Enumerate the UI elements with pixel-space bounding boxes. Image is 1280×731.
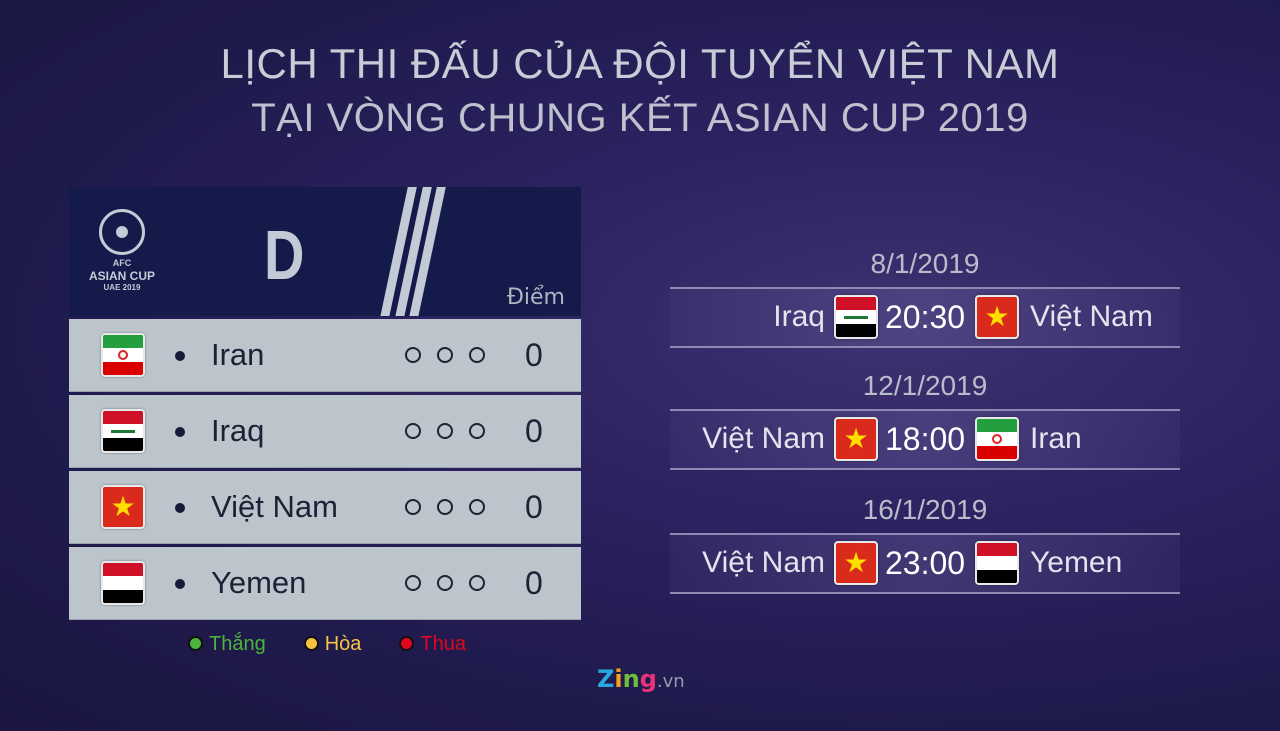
logo-suffix: .vn (656, 671, 685, 692)
vietnam-flag-icon: ★ (975, 295, 1019, 339)
team-points: 0 (525, 413, 543, 449)
kickoff-time: 18:00 (885, 421, 966, 457)
group-letter: D (264, 216, 305, 294)
result-circle-icon (469, 575, 485, 591)
legend-label: Thắng (209, 633, 266, 655)
result-circle-icon (469, 347, 485, 363)
iraq-flag-icon (101, 409, 145, 453)
logo-text: ASIAN CUP (88, 269, 155, 283)
team-name: Việt Nam (211, 489, 338, 524)
legend: Thắng Hòa Thua (188, 633, 466, 656)
afc-asian-cup-logo: AFC ASIAN CUP UAE 2019 (82, 209, 162, 293)
result-circle-icon (405, 347, 421, 363)
match-date: 8/1/2019 (870, 248, 980, 279)
team-name: Iran (211, 337, 265, 372)
logo-text: UAE 2019 (103, 283, 141, 292)
result-circle-icon (469, 423, 485, 439)
away-team: Yemen (1030, 546, 1123, 579)
logo-text: AFC (112, 258, 132, 268)
title-line-2: TẠI VÒNG CHUNG KẾT ASIAN CUP 2019 (251, 96, 1029, 140)
yemen-flag-icon (975, 541, 1019, 585)
bullet-icon (175, 579, 185, 589)
iran-flag-icon (975, 417, 1019, 461)
result-circle-icon (437, 347, 453, 363)
kickoff-time: 23:00 (885, 545, 966, 581)
legend-item: Hòa (303, 633, 362, 656)
match-date: 16/1/2019 (862, 494, 988, 525)
kickoff-time: 20:30 (885, 299, 966, 335)
legend-dot-icon (399, 635, 415, 651)
group-table: AFC ASIAN CUP UAE 2019 D Điểm Iran 0 Ira… (69, 187, 581, 620)
points-header: Điểm (506, 285, 565, 310)
table-row: Iraq 0 (69, 395, 581, 468)
bullet-icon (175, 427, 185, 437)
away-team: Việt Nam (1030, 300, 1153, 333)
legend-label: Hòa (324, 633, 362, 655)
team-points: 0 (525, 565, 543, 601)
result-circle-icon (437, 499, 453, 515)
bullet-icon (175, 351, 185, 361)
bullet-icon (175, 503, 185, 513)
vietnam-flag-icon: ★ (834, 541, 878, 585)
legend-dot-icon (188, 635, 203, 651)
home-team: Iraq (773, 300, 825, 333)
yemen-flag-icon (101, 561, 145, 605)
vietnam-flag-icon: ★ (101, 485, 145, 529)
table-row: Iran 0 (69, 319, 581, 392)
legend-label: Thua (420, 633, 467, 655)
table-body: Iran 0 Iraq 0 ★ Việt Nam 0 Yemen 0 (69, 319, 581, 620)
title-line-1: LỊCH THI ĐẤU CỦA ĐỘI TUYỂN VIỆT NAM (220, 40, 1060, 87)
match-row: Iraq 20:30 ★ Việt Nam (670, 287, 1180, 348)
iraq-flag-icon (834, 295, 878, 339)
result-circle-icon (437, 423, 453, 439)
team-points: 0 (525, 489, 543, 525)
iran-flag-icon (101, 333, 145, 377)
match-date: 12/1/2019 (862, 370, 988, 401)
home-team: Việt Nam (702, 422, 825, 455)
away-team: Iran (1030, 422, 1082, 455)
match-row: Việt Nam ★ 18:00 Iran (670, 409, 1180, 470)
legend-item: Thắng (188, 633, 266, 656)
result-circle-icon (405, 423, 421, 439)
result-circle-icon (405, 499, 421, 515)
table-row: Yemen 0 (69, 547, 581, 620)
match-row: Việt Nam ★ 23:00 Yemen (670, 533, 1180, 594)
home-team: Việt Nam (702, 546, 825, 579)
football-icon (99, 209, 145, 255)
team-points: 0 (525, 337, 543, 373)
legend-dot-icon (303, 635, 319, 651)
result-circle-icon (437, 575, 453, 591)
vietnam-flag-icon: ★ (834, 417, 878, 461)
team-name: Yemen (211, 565, 307, 600)
group-header: AFC ASIAN CUP UAE 2019 D Điểm (69, 187, 581, 316)
result-circle-icon (405, 575, 421, 591)
team-name: Iraq (211, 413, 265, 448)
result-circle-icon (469, 499, 485, 515)
table-row: ★ Việt Nam 0 (69, 471, 581, 544)
zing-logo: Zing.vn (597, 665, 685, 693)
legend-item: Thua (399, 633, 466, 656)
